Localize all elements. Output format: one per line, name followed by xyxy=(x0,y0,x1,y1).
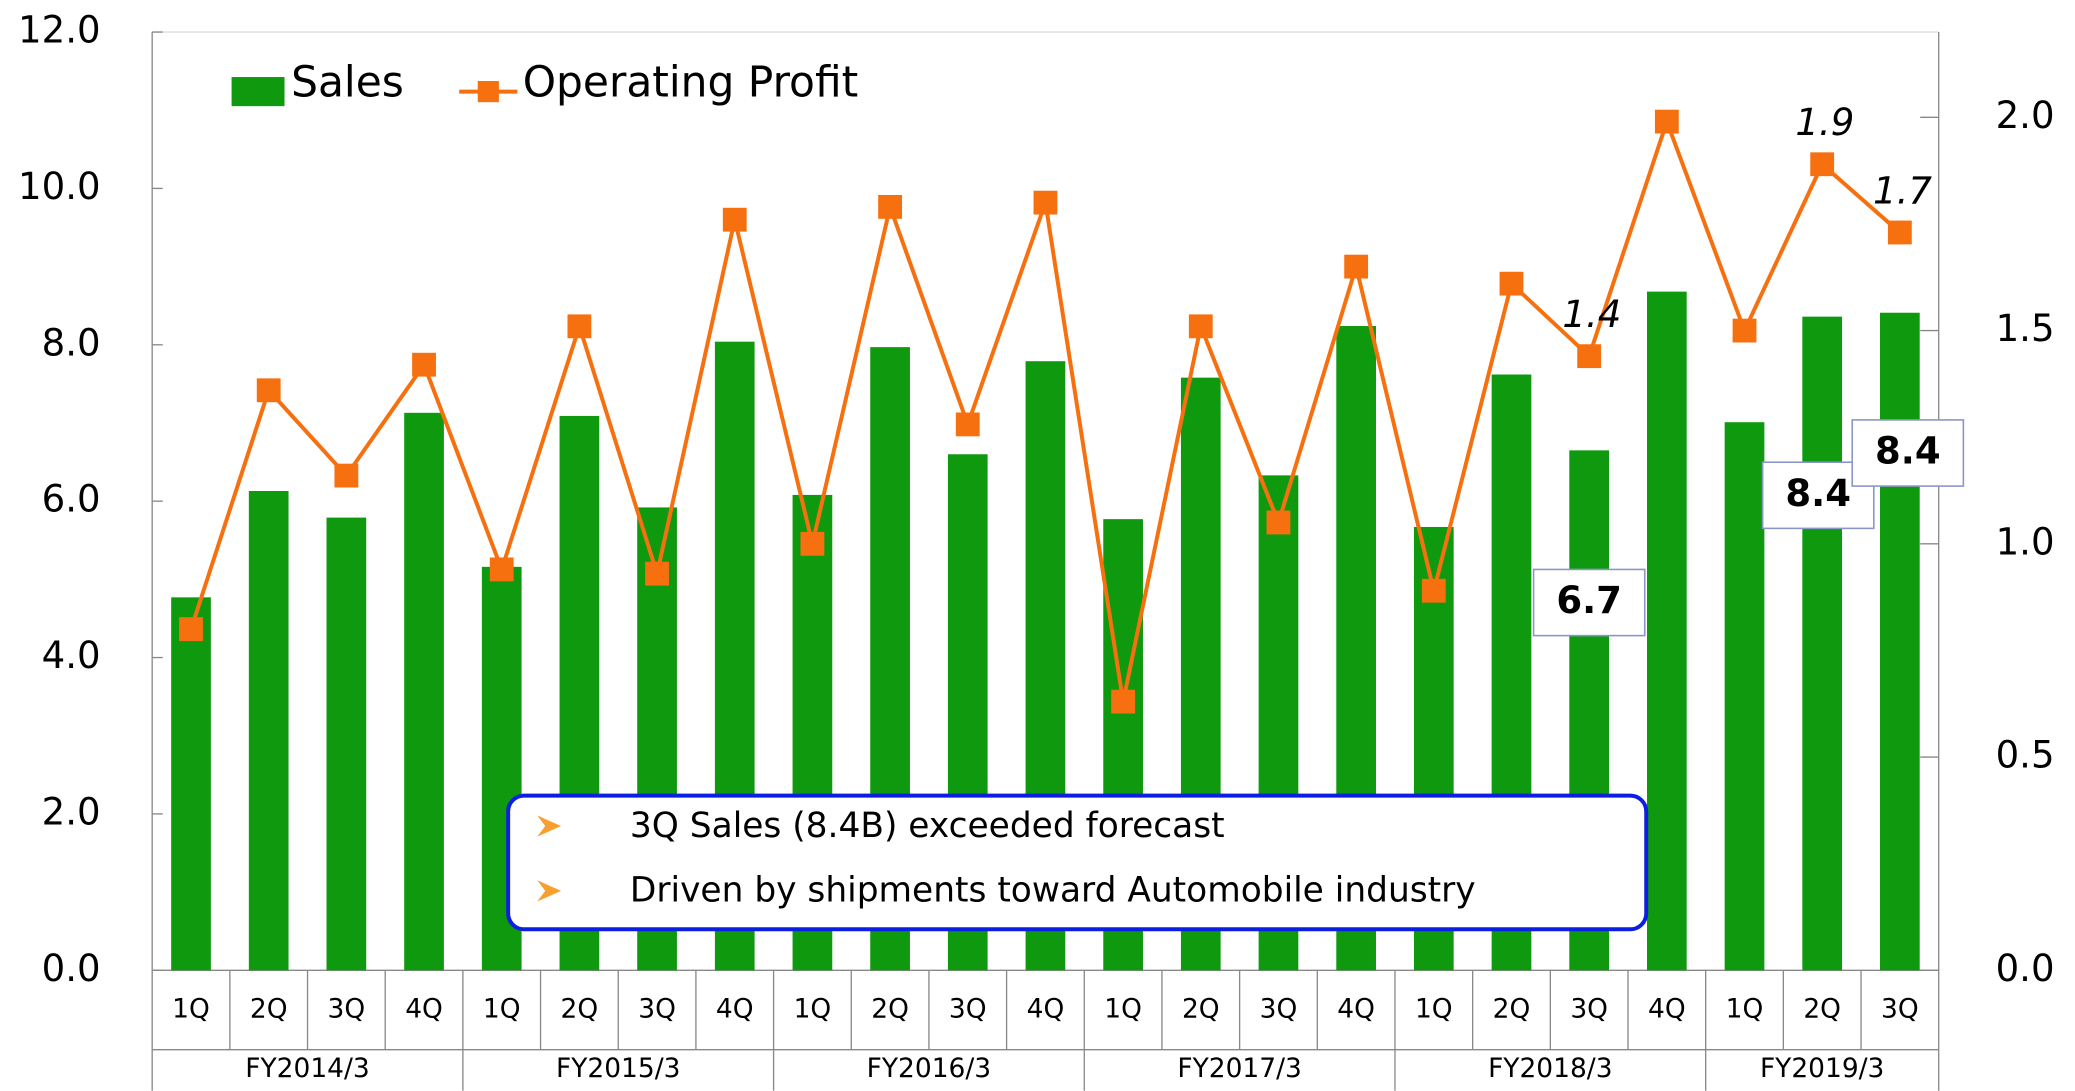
bar xyxy=(326,517,367,971)
x-tick-label: 4Q xyxy=(716,993,754,1024)
x-tick-label: 1Q xyxy=(1415,993,1453,1024)
bullet xyxy=(537,815,562,837)
profit-marker xyxy=(800,531,825,556)
x-tick-label: 3Q xyxy=(949,993,987,1024)
x-tick-label: 1Q xyxy=(1104,993,1142,1024)
group-label: FY2015/3 xyxy=(556,1053,680,1084)
y2-tick-label: 0.0 xyxy=(1996,947,2055,990)
y2-tick-label: 1.5 xyxy=(1996,307,2055,350)
data-label-box xyxy=(1851,419,1965,487)
data-label: 8.4 xyxy=(1875,430,1941,473)
marks: 0.0 2.0 4.0 6.0 8.0 10.0 12.0 0.0 0.5 1.0 1.5 2.0 1Q… xyxy=(18,9,2055,1091)
group-label: FY2016/3 xyxy=(867,1053,991,1084)
profit-marker xyxy=(878,194,903,219)
data-label: 1.9 xyxy=(1795,101,1854,144)
profit-marker xyxy=(567,314,592,339)
x-tick-label: 3Q xyxy=(1881,993,1919,1024)
x-tick-label: 2Q xyxy=(871,993,909,1024)
bar xyxy=(248,491,289,971)
profit-marker xyxy=(179,617,203,642)
bullet xyxy=(537,880,562,902)
data-label: 1.4 xyxy=(1562,293,1621,336)
x-tick-label: 3Q xyxy=(328,993,366,1024)
profit-marker xyxy=(1732,318,1757,343)
legend-label: Sales xyxy=(291,57,404,106)
bar xyxy=(1802,316,1843,971)
y2-tick-label: 2.0 xyxy=(1996,94,2055,137)
profit-marker xyxy=(1344,254,1369,279)
x-tick-label: 1Q xyxy=(1726,993,1764,1024)
y-tick-label: 2.0 xyxy=(42,790,101,833)
y-tick-label: 4.0 xyxy=(42,634,101,677)
profit-marker xyxy=(1266,510,1291,535)
legend-label: Operating Profit xyxy=(523,57,858,106)
profit-marker xyxy=(955,412,980,437)
profit-marker xyxy=(1111,689,1136,714)
x-tick-label: 4Q xyxy=(1337,993,1375,1024)
x-tick-label: 1Q xyxy=(172,993,210,1024)
profit-marker xyxy=(1499,271,1524,296)
profit-marker xyxy=(722,207,747,232)
group-label: FY2018/3 xyxy=(1488,1053,1612,1084)
x-tick-label: 3Q xyxy=(638,993,676,1024)
y2-tick-label: 1.0 xyxy=(1996,520,2055,563)
group-label: FY2014/3 xyxy=(245,1053,369,1084)
bar xyxy=(1724,422,1765,971)
y-tick-label: 8.0 xyxy=(42,321,101,364)
x-tick-label: 4Q xyxy=(405,993,443,1024)
profit-marker xyxy=(256,378,281,403)
y-tick-label: 6.0 xyxy=(42,478,101,521)
x-tick-label: 2Q xyxy=(250,993,288,1024)
bar xyxy=(404,412,444,971)
y-tick-label: 10.0 xyxy=(18,165,101,208)
x-tick-label: 2Q xyxy=(1493,993,1531,1024)
x-tick-label: 4Q xyxy=(1648,993,1686,1024)
data-label: 8.4 xyxy=(1785,472,1851,515)
legend-swatch xyxy=(231,77,285,107)
y-tick-label: 0.0 xyxy=(42,947,101,990)
group-label: FY2017/3 xyxy=(1177,1053,1301,1084)
x-tick-label: 3Q xyxy=(1260,993,1298,1024)
y-tick-label: 12.0 xyxy=(18,9,101,52)
profit-marker xyxy=(334,463,359,488)
profit-marker xyxy=(1887,220,1912,245)
profit-marker xyxy=(1188,314,1213,339)
x-tick-label: 4Q xyxy=(1027,993,1065,1024)
profit-marker xyxy=(489,557,514,582)
profit-marker xyxy=(1577,344,1602,369)
bar xyxy=(1646,291,1687,971)
annotation-frame xyxy=(506,793,1649,932)
annotation: Driven by shipments toward Automobile in… xyxy=(630,871,1476,911)
legend: Sales Operating Profit xyxy=(231,57,858,107)
group-label: FY2019/3 xyxy=(1760,1053,1884,1084)
x-tick-label: 3Q xyxy=(1570,993,1608,1024)
bar xyxy=(171,597,211,971)
x-tick-label: 2Q xyxy=(1182,993,1220,1024)
profit-marker xyxy=(1810,152,1835,177)
profit-marker xyxy=(412,352,436,377)
data-label-box xyxy=(1532,568,1646,637)
profit-marker xyxy=(1033,190,1058,215)
profit-marker xyxy=(1654,109,1679,134)
profit-marker xyxy=(645,561,669,586)
data-label: 6.7 xyxy=(1556,579,1622,622)
annotation: 3Q Sales (8.4B) exceeded forecast xyxy=(630,806,1225,846)
x-tick-label: 2Q xyxy=(1803,993,1841,1024)
annotation-box: 3Q Sales (8.4B) exceeded forecast Driven… xyxy=(506,793,1649,932)
y2-tick-label: 0.5 xyxy=(1996,734,2055,777)
bar xyxy=(1880,312,1920,971)
x-tick-label: 1Q xyxy=(483,993,521,1024)
profit-marker xyxy=(1421,578,1446,603)
data-label: 1.7 xyxy=(1873,169,1932,212)
x-tick-label: 2Q xyxy=(561,993,599,1024)
legend-swatch xyxy=(477,81,499,103)
x-tick-label: 1Q xyxy=(794,993,832,1024)
